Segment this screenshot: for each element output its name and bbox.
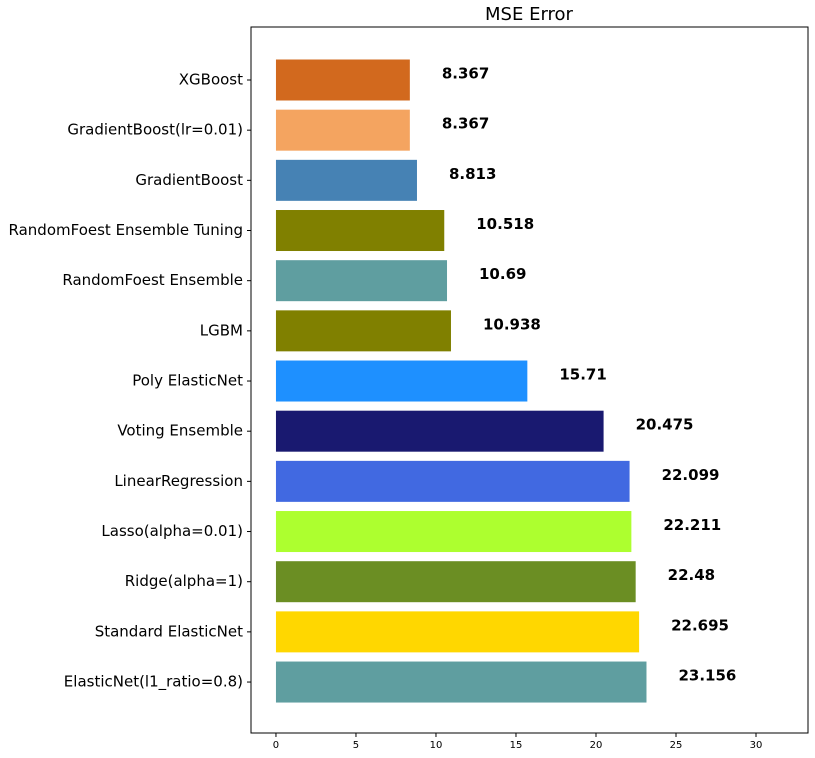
value-label: 10.518: [476, 215, 534, 233]
y-tick-label: ElasticNet(l1_ratio=0.8): [64, 673, 243, 692]
value-label: 10.938: [483, 315, 541, 333]
y-tick-label: RandomFoest Ensemble: [62, 271, 243, 289]
value-label: 15.71: [559, 366, 606, 384]
bar: [275, 210, 445, 252]
value-label: 22.48: [668, 566, 715, 584]
x-tick-label: 10: [430, 740, 443, 751]
bar: [275, 460, 630, 502]
value-label: 22.099: [662, 466, 720, 484]
bar: [275, 511, 632, 553]
bar: [275, 360, 528, 402]
value-label: 8.367: [442, 65, 489, 83]
bar: [275, 410, 604, 452]
value-label: 22.211: [663, 516, 721, 534]
value-label: 22.695: [671, 616, 729, 634]
bar: [275, 260, 448, 302]
x-tick-label: 20: [590, 740, 603, 751]
x-tick-label: 0: [273, 740, 279, 751]
x-tick-label: 15: [510, 740, 523, 751]
y-tick-label: LinearRegression: [114, 472, 243, 490]
bar: [275, 59, 410, 101]
chart-title: MSE Error: [485, 4, 574, 25]
x-tick-label: 25: [670, 740, 683, 751]
value-label: 10.69: [479, 265, 526, 283]
y-tick-label: Poly ElasticNet: [132, 372, 243, 390]
bar: [275, 310, 451, 352]
value-label: 23.156: [678, 667, 736, 685]
y-tick-label: Lasso(alpha=0.01): [101, 522, 243, 540]
value-label: 8.813: [449, 165, 496, 183]
plot-frame: [250, 26, 809, 734]
value-label: 8.367: [442, 115, 489, 133]
bar: [275, 561, 636, 603]
y-tick-label: XGBoost: [179, 71, 243, 89]
y-tick-label: GradientBoost(lr=0.01): [67, 121, 243, 139]
x-tick-label: 30: [750, 740, 763, 751]
y-tick-label: LGBM: [200, 321, 243, 339]
x-tick-label: 5: [353, 740, 359, 751]
bar: [275, 109, 410, 151]
y-tick-label: Standard ElasticNet: [95, 622, 243, 640]
y-tick-label: Voting Ensemble: [117, 422, 243, 440]
bar: [275, 661, 647, 703]
y-tick-label: RandomFoest Ensemble Tuning: [9, 221, 244, 239]
y-tick-label: GradientBoost: [135, 171, 243, 189]
bar: [275, 611, 640, 653]
value-label: 20.475: [636, 416, 694, 434]
y-tick-label: Ridge(alpha=1): [125, 572, 243, 590]
bar: [275, 159, 417, 201]
